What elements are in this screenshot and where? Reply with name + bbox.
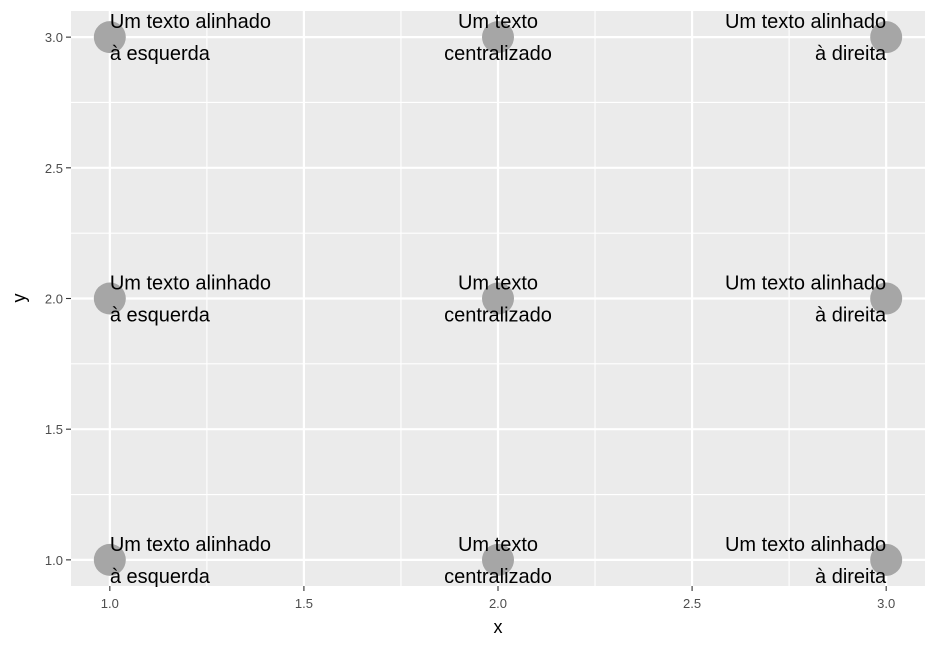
data-point (870, 21, 903, 54)
point-label-line: Um texto alinhado (110, 534, 271, 556)
x-tick-label: 3.0 (877, 596, 895, 611)
point-label-line: à esquerda (110, 43, 211, 65)
point-label-line: Um texto alinhado (725, 534, 886, 556)
x-axis: 1.0 1.5 2.0 2.5 3.0 (101, 586, 895, 611)
point-label-line: centralizado (444, 43, 552, 65)
data-point (93, 543, 126, 576)
point-label-line: Um texto (458, 273, 538, 295)
y-tick-label: 1.0 (45, 553, 63, 568)
point-labels: Um texto alinhado à esquerda Um texto alin… (110, 11, 887, 588)
x-axis-title: x (494, 617, 503, 637)
point-label-line: à direita (815, 43, 887, 65)
x-tick-label: 2.0 (489, 596, 507, 611)
point-label-line: Um texto alinhado (725, 11, 886, 33)
point-label-line: à direita (815, 305, 887, 327)
y-tick-label: 3.0 (45, 30, 63, 45)
point-label-line: centralizado (444, 305, 552, 327)
point-label-line: Um texto (458, 11, 538, 33)
y-tick-label: 2.5 (45, 161, 63, 176)
point-label-line: à esquerda (110, 305, 211, 327)
points (93, 21, 903, 576)
data-point (482, 543, 514, 576)
x-tick-label: 2.5 (683, 596, 701, 611)
data-point (93, 282, 126, 315)
point-label-line: Um texto alinhado (110, 11, 271, 33)
x-tick-label: 1.0 (101, 596, 119, 611)
point-label-line: à direita (815, 566, 887, 588)
point-label-line: Um texto alinhado (110, 273, 271, 295)
data-point (870, 543, 903, 576)
y-axis-title: y (9, 294, 29, 303)
point-label-line: Um texto (458, 534, 538, 556)
y-axis: 1.0 1.5 2.0 2.5 3.0 (45, 30, 71, 568)
y-tick-label: 2.0 (45, 292, 63, 307)
data-point (870, 282, 903, 315)
point-label-line: Um texto alinhado (725, 273, 886, 295)
point-label-line: centralizado (444, 566, 552, 588)
y-tick-label: 1.5 (45, 422, 63, 437)
x-tick-label: 1.5 (295, 596, 313, 611)
data-point (482, 282, 514, 315)
data-point (482, 21, 514, 54)
data-point (93, 21, 126, 54)
point-label-line: à esquerda (110, 566, 211, 588)
